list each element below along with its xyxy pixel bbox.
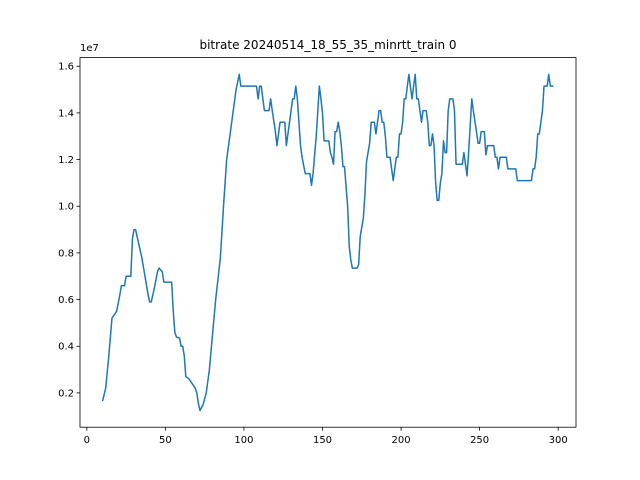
y-tick-label: 1.0 <box>58 202 74 213</box>
y-tick-label: 0.8 <box>58 248 74 259</box>
chart-title: bitrate 20240514_18_55_35_minrtt_train 0 <box>199 38 456 52</box>
y-tick-label: 1.4 <box>58 108 74 119</box>
y-offset-label: 1e7 <box>80 43 99 54</box>
x-tick-label: 200 <box>392 435 411 446</box>
y-tick-label: 0.2 <box>58 388 74 399</box>
y-tick-label: 0.4 <box>58 342 74 353</box>
x-tick-label: 300 <box>549 435 568 446</box>
x-tick-label: 250 <box>470 435 489 446</box>
y-tick-label: 1.2 <box>58 155 74 166</box>
x-tick-label: 100 <box>234 435 253 446</box>
data-line <box>101 73 554 412</box>
axes-frame <box>79 57 577 428</box>
x-tick-label: 0 <box>84 435 90 446</box>
x-tick-label: 50 <box>159 435 172 446</box>
x-tick-label: 150 <box>313 435 332 446</box>
y-tick-label: 1.6 <box>58 62 74 73</box>
y-tick-label: 0.6 <box>58 295 74 306</box>
